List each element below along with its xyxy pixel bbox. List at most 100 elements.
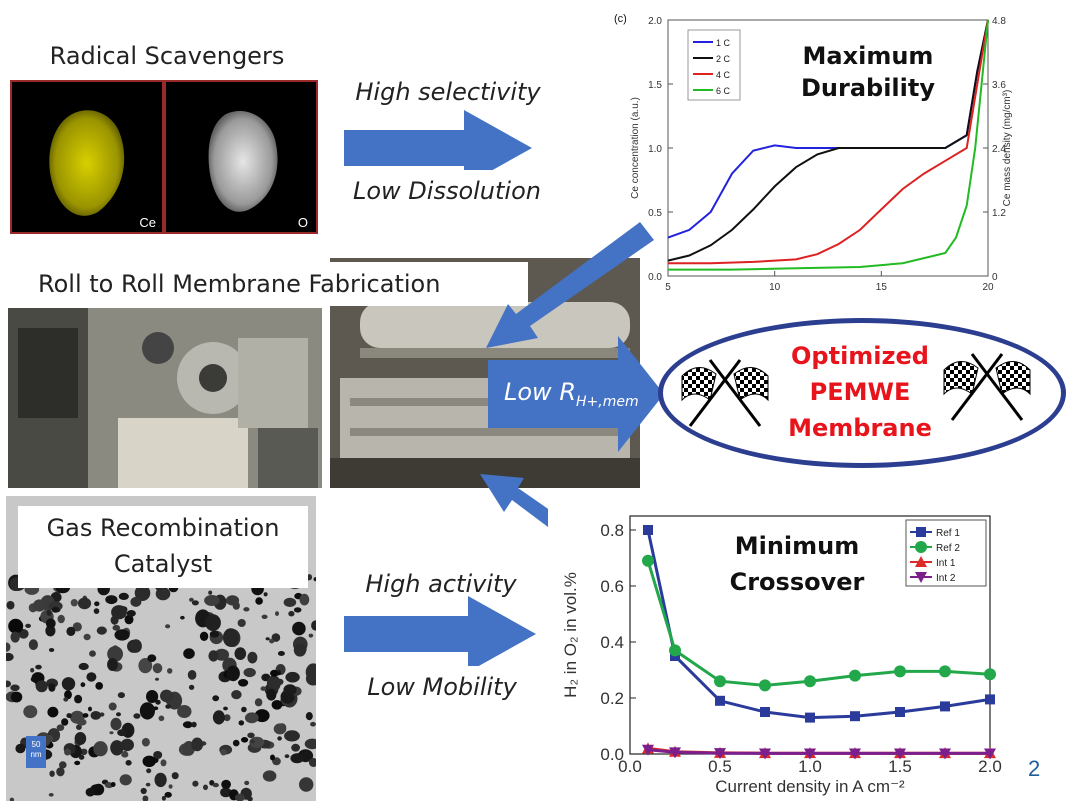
data-point <box>669 747 681 759</box>
catalyst-particle <box>212 782 219 788</box>
legend-entry: Int 1 <box>936 558 956 569</box>
legend-entry: 6 C <box>716 86 731 96</box>
catalyst-particle <box>61 677 76 691</box>
roll-to-roll-machine-photo-left <box>8 308 322 488</box>
scale-bar-unit: nm <box>30 750 42 759</box>
catalyst-particle <box>255 597 263 605</box>
catalyst-particle <box>310 721 316 727</box>
catalyst-particle <box>10 631 20 643</box>
legend-entry: 4 C <box>716 70 731 80</box>
x-tick-label: 15 <box>876 282 888 293</box>
catalyst-particle <box>6 652 14 662</box>
catalyst-particle <box>243 667 256 678</box>
data-point <box>940 701 950 712</box>
gas-title-line2: Catalyst <box>113 550 213 578</box>
catalyst-particle <box>82 713 89 718</box>
catalyst-particle <box>192 780 199 787</box>
catalyst-particle <box>142 755 156 767</box>
catalyst-particle <box>293 643 307 657</box>
min-crossover-line2: Crossover <box>729 568 865 596</box>
catalyst-particle <box>209 630 220 638</box>
catalyst-particle <box>49 770 55 777</box>
catalyst-particle <box>165 704 171 709</box>
x-tick-label: 2.0 <box>978 757 1002 776</box>
series-int-2 <box>642 744 996 760</box>
catalyst-particle <box>222 628 239 647</box>
catalyst-particle <box>94 601 100 607</box>
max-durability-line1: Maximum <box>802 42 934 70</box>
data-point <box>643 525 653 535</box>
x-tick-label: 0.5 <box>708 757 732 776</box>
x-tick-label: 1.0 <box>798 757 822 776</box>
high-selectivity-label: High selectivity <box>328 72 568 112</box>
catalyst-particle <box>110 740 124 756</box>
legend-entry: 2 C <box>716 54 731 64</box>
catalyst-particle <box>247 732 255 739</box>
low-mobility-label: Low Mobility <box>340 666 544 708</box>
catalyst-particle <box>273 723 287 735</box>
catalyst-particle <box>241 706 247 713</box>
catalyst-particle <box>93 741 108 757</box>
radical-scavengers-title: Radical Scavengers <box>22 32 312 80</box>
catalyst-particle <box>47 706 59 718</box>
oxygen-particle-image <box>208 110 278 212</box>
y-tick-label: 0.6 <box>600 577 624 596</box>
catalyst-particle <box>76 724 82 730</box>
catalyst-particle <box>244 780 250 786</box>
catalyst-particle <box>141 737 150 747</box>
catalyst-particle <box>160 689 173 703</box>
data-point <box>850 711 860 722</box>
catalyst-particle <box>308 633 314 638</box>
catalyst-particle <box>238 679 249 687</box>
y-tick-label: 0.2 <box>600 689 624 708</box>
catalyst-particle <box>191 721 197 728</box>
catalyst-particle <box>80 748 88 755</box>
crossover-chart: 0.0 0.2 0.4 0.6 0.8 0.0 0.5 1.0 1.5 2.0 Current de… <box>561 515 1002 796</box>
y2-tick-label: 2.4 <box>992 144 1006 155</box>
catalyst-particle <box>270 754 275 761</box>
series-line-2-c <box>667 19 989 262</box>
catalyst-particle <box>220 787 232 798</box>
catalyst-particle <box>30 667 35 673</box>
catalyst-particle <box>182 721 193 729</box>
catalyst-particle <box>6 642 11 652</box>
catalyst-particle <box>116 712 121 717</box>
catalyst-particle <box>76 719 86 726</box>
maximum-durability-title: Maximum Durability <box>778 40 958 112</box>
page-number: 2 <box>1028 756 1041 781</box>
catalyst-particle <box>28 639 38 651</box>
catalyst-particle <box>139 702 155 720</box>
catalyst-particle <box>138 658 153 674</box>
data-point <box>804 748 816 760</box>
catalyst-particle <box>238 720 245 726</box>
min-crossover-line1: Minimum <box>734 532 860 560</box>
x-tick-label: 5 <box>665 282 671 293</box>
minimum-crossover-title: Minimum Crossover <box>712 528 882 604</box>
catalyst-particle <box>277 651 285 656</box>
y-tick-label: 0.8 <box>600 521 624 540</box>
y-axis-label: H₂ in O₂ in vol.% <box>561 572 580 698</box>
cerium-channel-label: Ce <box>139 215 156 230</box>
catalyst-particle <box>107 646 123 662</box>
catalyst-particle <box>299 777 314 792</box>
catalyst-particle <box>89 650 96 657</box>
catalyst-particle <box>263 592 268 597</box>
y2-tick-label: 0 <box>992 272 998 283</box>
data-point <box>894 665 906 678</box>
catalyst-particle <box>154 772 167 788</box>
catalyst-particle <box>223 714 231 722</box>
catalyst-particle <box>187 670 197 680</box>
catalyst-particle <box>260 686 267 691</box>
x-axis-label: Current density in A cm⁻² <box>715 777 905 796</box>
catalyst-particle <box>78 754 85 760</box>
catalyst-particle <box>35 664 42 670</box>
chart-legend: 1 C 2 C 4 C 6 C <box>687 29 741 101</box>
catalyst-particle <box>145 782 151 787</box>
catalyst-particle <box>288 610 295 617</box>
catalyst-particle <box>66 626 76 636</box>
catalyst-particle <box>130 596 142 607</box>
catalyst-particle <box>308 758 316 767</box>
catalyst-particle <box>125 760 132 766</box>
goal-line1: Optimized <box>791 342 929 370</box>
catalyst-particle <box>74 694 83 704</box>
